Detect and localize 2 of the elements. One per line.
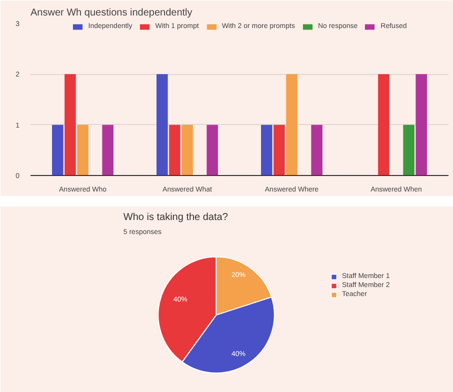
chart-title: Answer Wh questions independently <box>30 8 192 18</box>
chart-title: Who is taking the data? <box>123 212 228 224</box>
